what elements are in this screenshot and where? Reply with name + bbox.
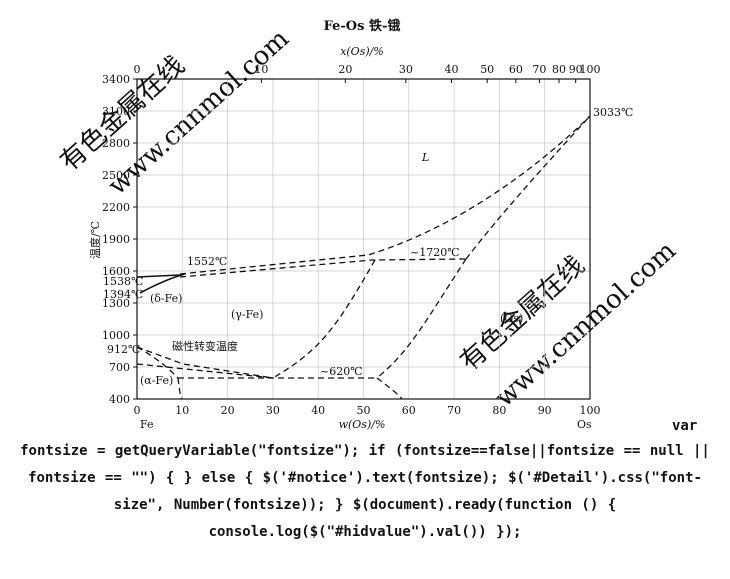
top-tick-label: 20 [338,63,352,76]
magnetic-line [136,363,274,379]
os-phase-label: (Os) [500,312,523,325]
delta-fe-label: (δ-Fe) [150,292,182,305]
os-low-solvus [376,377,403,400]
bottom-tick-label: 40 [311,404,325,417]
y-tick-label: 1600 [102,265,130,278]
y-tick-label: 3100 [102,105,130,118]
top-tick-label: 0 [134,63,141,76]
bottom-tick-label: 10 [175,404,189,417]
bottom-tick-label: 100 [580,404,601,417]
bottom-tick-label: 70 [447,404,461,417]
bottom-tick-label: 80 [492,404,506,417]
code-text: fontsize = getQueryVariable("fontsize");… [20,443,710,540]
y-tick-label: 700 [109,361,130,374]
y-tick-label: 2200 [102,201,130,214]
delta-boundary [139,273,186,294]
y-tick-label: 1900 [102,233,130,246]
bottom-tick-label: 20 [221,404,235,417]
y-tick-label: 2800 [102,137,130,150]
liquid-label: L [421,151,429,164]
magnetic-label: 磁性转变温度 [172,339,238,353]
label-620: ~620℃ [320,365,363,378]
top-tick-label: 10 [254,63,268,76]
top-tick-label: 60 [509,63,523,76]
label-1720: ~1720℃ [410,246,460,259]
label-1538: 1538℃ [103,275,143,288]
y-axis-label: 温度/℃ [88,221,102,259]
label-912: 912℃ [107,343,140,356]
label-1552: 1552℃ [187,255,227,268]
bottom-axis-label: w(Os)/% [339,418,386,430]
y-tick-label: 2500 [102,169,130,182]
gamma-os-left [272,259,376,379]
y-tick-label: 400 [109,393,130,406]
gamma-fe-label: (γ-Fe) [231,308,263,321]
top-tick-label: 90 [569,63,583,76]
bottom-tick-label: 60 [402,404,416,417]
top-tick-label: 100 [580,63,601,76]
os-end-label: Os [577,418,592,430]
top-axis-label: x(Os)/% [340,45,384,58]
bottom-tick-label: 50 [357,404,371,417]
top-tick-label: 70 [532,63,546,76]
y-axis-ticks: 400 700 1000 1300 1600 1900 2200 2500 2800 3100 34… [102,73,137,406]
alpha-curve [136,346,179,379]
y-tick-label: 1300 [102,297,130,310]
top-tick-label: 80 [552,63,566,76]
liquidus-solid [136,274,181,278]
grid [137,79,590,399]
phase-diagram: 有色金属在线 www.cnnmol.com 有色金属在线 www.cnnmol.… [55,18,682,430]
top-tick-label: 50 [480,63,494,76]
top-tick-label: 40 [445,63,459,76]
bottom-tick-label: 90 [538,404,552,417]
diagram-title: Fe-Os 铁-锇 [324,18,401,34]
bottom-axis-ticks: 0 10 20 30 40 50 60 70 80 90 100 [134,404,601,417]
label-1394: 1394℃ [103,288,143,301]
alpha-bound [177,377,183,400]
os-liquidus [465,115,591,260]
phase-boundaries [136,115,591,400]
gamma-os-right [376,258,467,379]
solidus-dashed-lower [179,258,467,278]
bottom-tick-label: 30 [266,404,280,417]
y-tick-label: 3400 [102,73,130,86]
y-tick-label: 1000 [102,329,130,342]
bottom-tick-label: 0 [134,404,141,417]
alpha-fe-label: (α-Fe) [140,374,173,387]
liquidus-dashed-upper [179,115,591,275]
top-tick-label: 30 [399,63,413,76]
code-first-token: var [672,418,698,434]
fe-end-label: Fe [140,418,154,430]
os-melting-point: 3033℃ [593,106,633,119]
